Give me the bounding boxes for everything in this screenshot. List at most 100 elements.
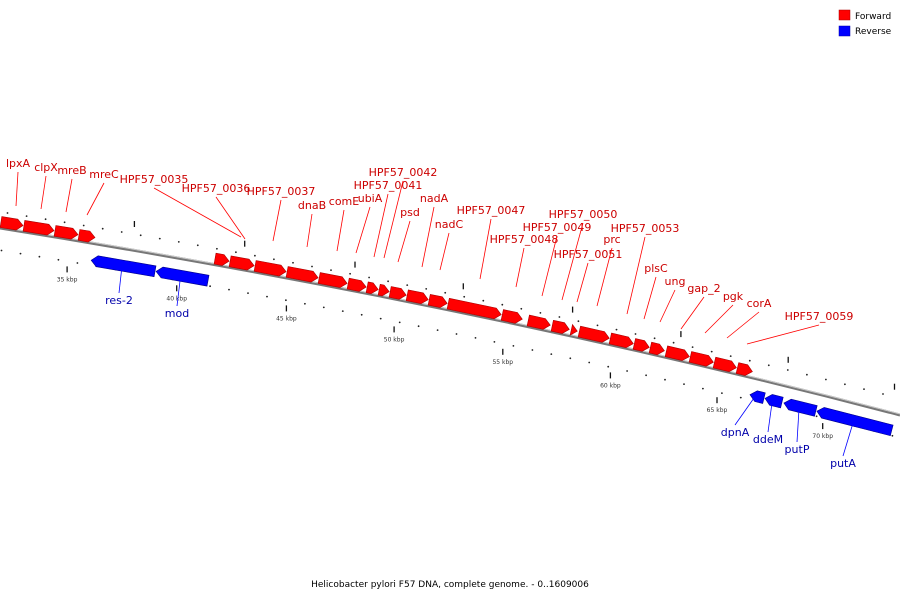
scale-dot-outer xyxy=(501,303,504,306)
scale-dot-outer xyxy=(273,258,275,261)
scale-dot-outer xyxy=(691,346,694,348)
gene-label: nadA xyxy=(420,192,449,205)
gene-arrow-res-2 xyxy=(90,255,157,278)
label-leader xyxy=(541,235,558,297)
scale-tick-label: 65 kbp xyxy=(707,407,728,414)
scale-dot-inner xyxy=(247,292,249,294)
scale-dot-outer xyxy=(330,269,332,271)
scale-dot-inner xyxy=(455,333,458,335)
label-leader xyxy=(479,218,492,280)
label-leader xyxy=(767,402,773,433)
gene-arrow-dpnA xyxy=(749,390,766,404)
scale-dot-outer xyxy=(463,295,466,298)
scale-dot-outer xyxy=(672,341,675,344)
scale-dot-inner xyxy=(57,258,60,261)
scale-dot-outer xyxy=(120,231,123,233)
scale-dot-outer xyxy=(235,251,237,254)
scale-dot-inner xyxy=(266,295,268,298)
scale-dot-outer xyxy=(539,312,542,314)
legend: Forward Reverse xyxy=(838,9,892,37)
gene-label: comE xyxy=(329,195,359,208)
scale-dot-inner xyxy=(531,349,534,351)
label-leader xyxy=(561,222,584,301)
legend-reverse-label: Reverse xyxy=(855,27,892,37)
label-leader xyxy=(40,175,47,210)
gene-arrow-nadC xyxy=(427,294,448,308)
scale-dot-inner xyxy=(607,365,610,368)
gene-arrow-putP xyxy=(783,398,818,417)
label-leader xyxy=(439,232,450,271)
gene-label: mreB xyxy=(57,164,86,177)
scale-dot-outer xyxy=(158,237,161,240)
scale-dot-outer xyxy=(634,333,637,335)
gene-arrow-psd xyxy=(388,286,407,300)
gene-arrow-plsC xyxy=(632,338,650,352)
label-leader xyxy=(704,304,734,334)
gene-label: HPF57_0047 xyxy=(457,204,526,217)
label-leader xyxy=(596,247,613,307)
scale-dot-inner xyxy=(228,288,230,291)
gene-label: HPF57_0051 xyxy=(554,248,623,261)
scale-dot-inner xyxy=(360,313,363,316)
scale-dot-outer xyxy=(387,280,389,283)
scale-dot-inner xyxy=(436,329,439,331)
gene-arrow-mod xyxy=(155,266,210,287)
scale-dot-inner xyxy=(512,345,515,347)
gene-label: mod xyxy=(165,307,189,320)
scale-dot-outer xyxy=(196,244,199,247)
label-leader xyxy=(746,324,820,345)
scale-dot-outer xyxy=(710,350,713,353)
scale-dot-inner xyxy=(0,249,3,252)
scale-dot-inner xyxy=(815,415,818,418)
scale-dot-outer xyxy=(520,307,523,310)
scale-dot-inner xyxy=(891,434,894,437)
legend-forward-label: Forward xyxy=(855,12,891,22)
gene-arrow-corA xyxy=(712,356,737,373)
scale-dot-inner xyxy=(664,378,666,381)
scale-dot-inner xyxy=(304,302,306,305)
scale-tick-label: 35 kbp xyxy=(57,276,78,283)
gene-arrow-ung xyxy=(648,341,665,356)
gene-label: ubiA xyxy=(358,192,383,205)
label-leader xyxy=(659,289,676,323)
scale-tick-label: 70 kbp xyxy=(812,433,833,440)
gene-label: HPF57_0042 xyxy=(369,166,438,179)
gene-arrow-ubiA xyxy=(346,277,367,292)
gene-arrow-putA xyxy=(816,407,894,437)
scale-dot-inner xyxy=(341,310,344,312)
gene-label: HPF57_0035 xyxy=(120,173,189,186)
scale-dot-inner xyxy=(626,370,628,372)
label-leader xyxy=(65,178,73,213)
scale-dot-outer xyxy=(216,247,218,250)
scale-dot-inner xyxy=(38,255,41,258)
gene-arrow-HPF57_0041 xyxy=(365,281,379,295)
gene-label: lpxA xyxy=(6,157,31,170)
gene-arrow-prc xyxy=(577,325,610,343)
scale-dot-outer xyxy=(729,355,732,357)
scale-dot-outer xyxy=(139,234,142,237)
label-leader xyxy=(86,182,105,216)
label-leader xyxy=(306,213,313,248)
label-leader xyxy=(215,196,246,240)
gene-label: putA xyxy=(830,457,856,470)
gene-label: psd xyxy=(400,206,420,219)
scale-tick-label: 55 kbp xyxy=(492,359,513,366)
scale-dot-inner xyxy=(569,357,572,360)
gene-label: nadC xyxy=(435,218,464,231)
scale-dot-outer xyxy=(311,265,313,268)
scale-dot-inner xyxy=(417,325,420,328)
gene-label: pgk xyxy=(723,290,744,303)
label-leader xyxy=(734,397,755,426)
gene-label: HPF57_0048 xyxy=(490,233,559,246)
scale-dot-outer xyxy=(482,299,485,302)
label-leader xyxy=(643,276,657,320)
gene-label: ddeM xyxy=(753,433,783,446)
scale-dot-outer xyxy=(368,276,370,279)
scale-dot-inner xyxy=(379,317,382,320)
scale-dot-outer xyxy=(25,215,28,218)
scale-dot-outer xyxy=(177,241,180,243)
scale-dot-inner xyxy=(702,387,704,390)
gene-label: HPF57_0053 xyxy=(611,222,680,235)
scale-dot-outer xyxy=(806,373,808,376)
